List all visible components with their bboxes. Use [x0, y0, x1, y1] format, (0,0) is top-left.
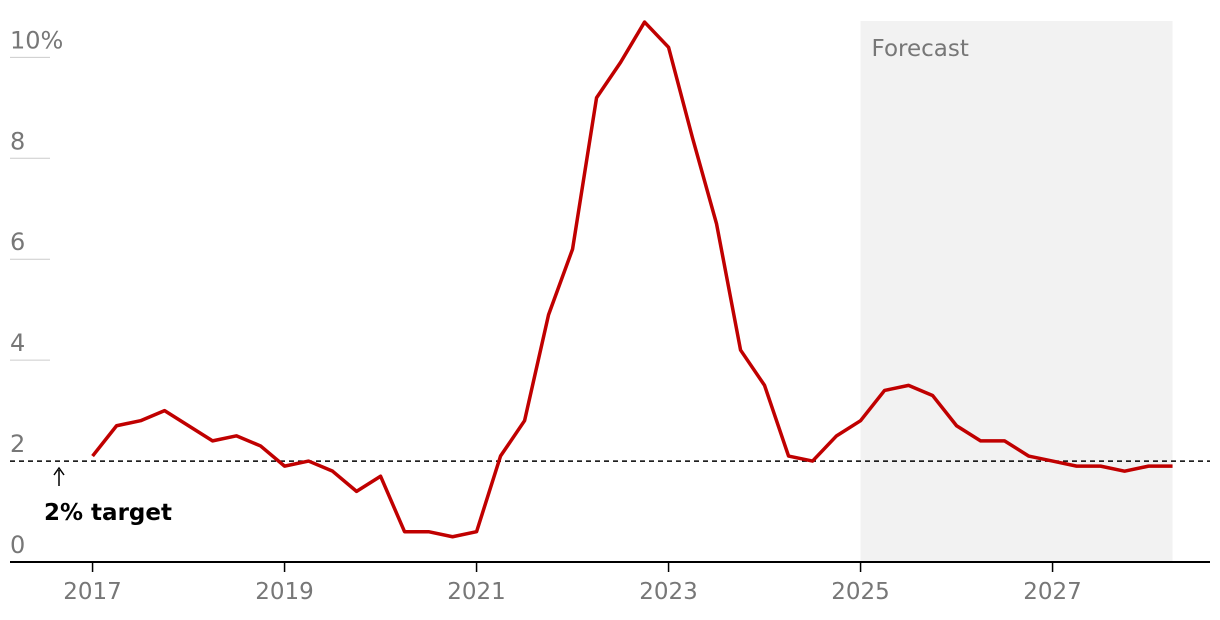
y-tick-label: 8 [10, 127, 25, 155]
data-line [91, 20, 1173, 539]
y-tick-label: 6 [10, 228, 25, 256]
x-tick-label: 2019 [255, 579, 314, 605]
x-tick-label: 2027 [1023, 579, 1082, 605]
forecast-label: Forecast [872, 36, 969, 62]
x-tick-label: 2021 [447, 579, 506, 605]
y-tick-label: 4 [10, 329, 25, 357]
x-tick-label: 2023 [639, 579, 698, 605]
x-tick-label: 2025 [831, 579, 890, 605]
y-tick-label: 2 [10, 430, 25, 458]
x-tick-label: 2017 [63, 579, 122, 605]
y-tick-label: 0 [10, 531, 25, 559]
y-tick-label: 10% [10, 26, 63, 54]
target-label: 2% target [44, 500, 172, 526]
forecast-band [860, 21, 1173, 562]
target-arrow [53, 466, 65, 486]
